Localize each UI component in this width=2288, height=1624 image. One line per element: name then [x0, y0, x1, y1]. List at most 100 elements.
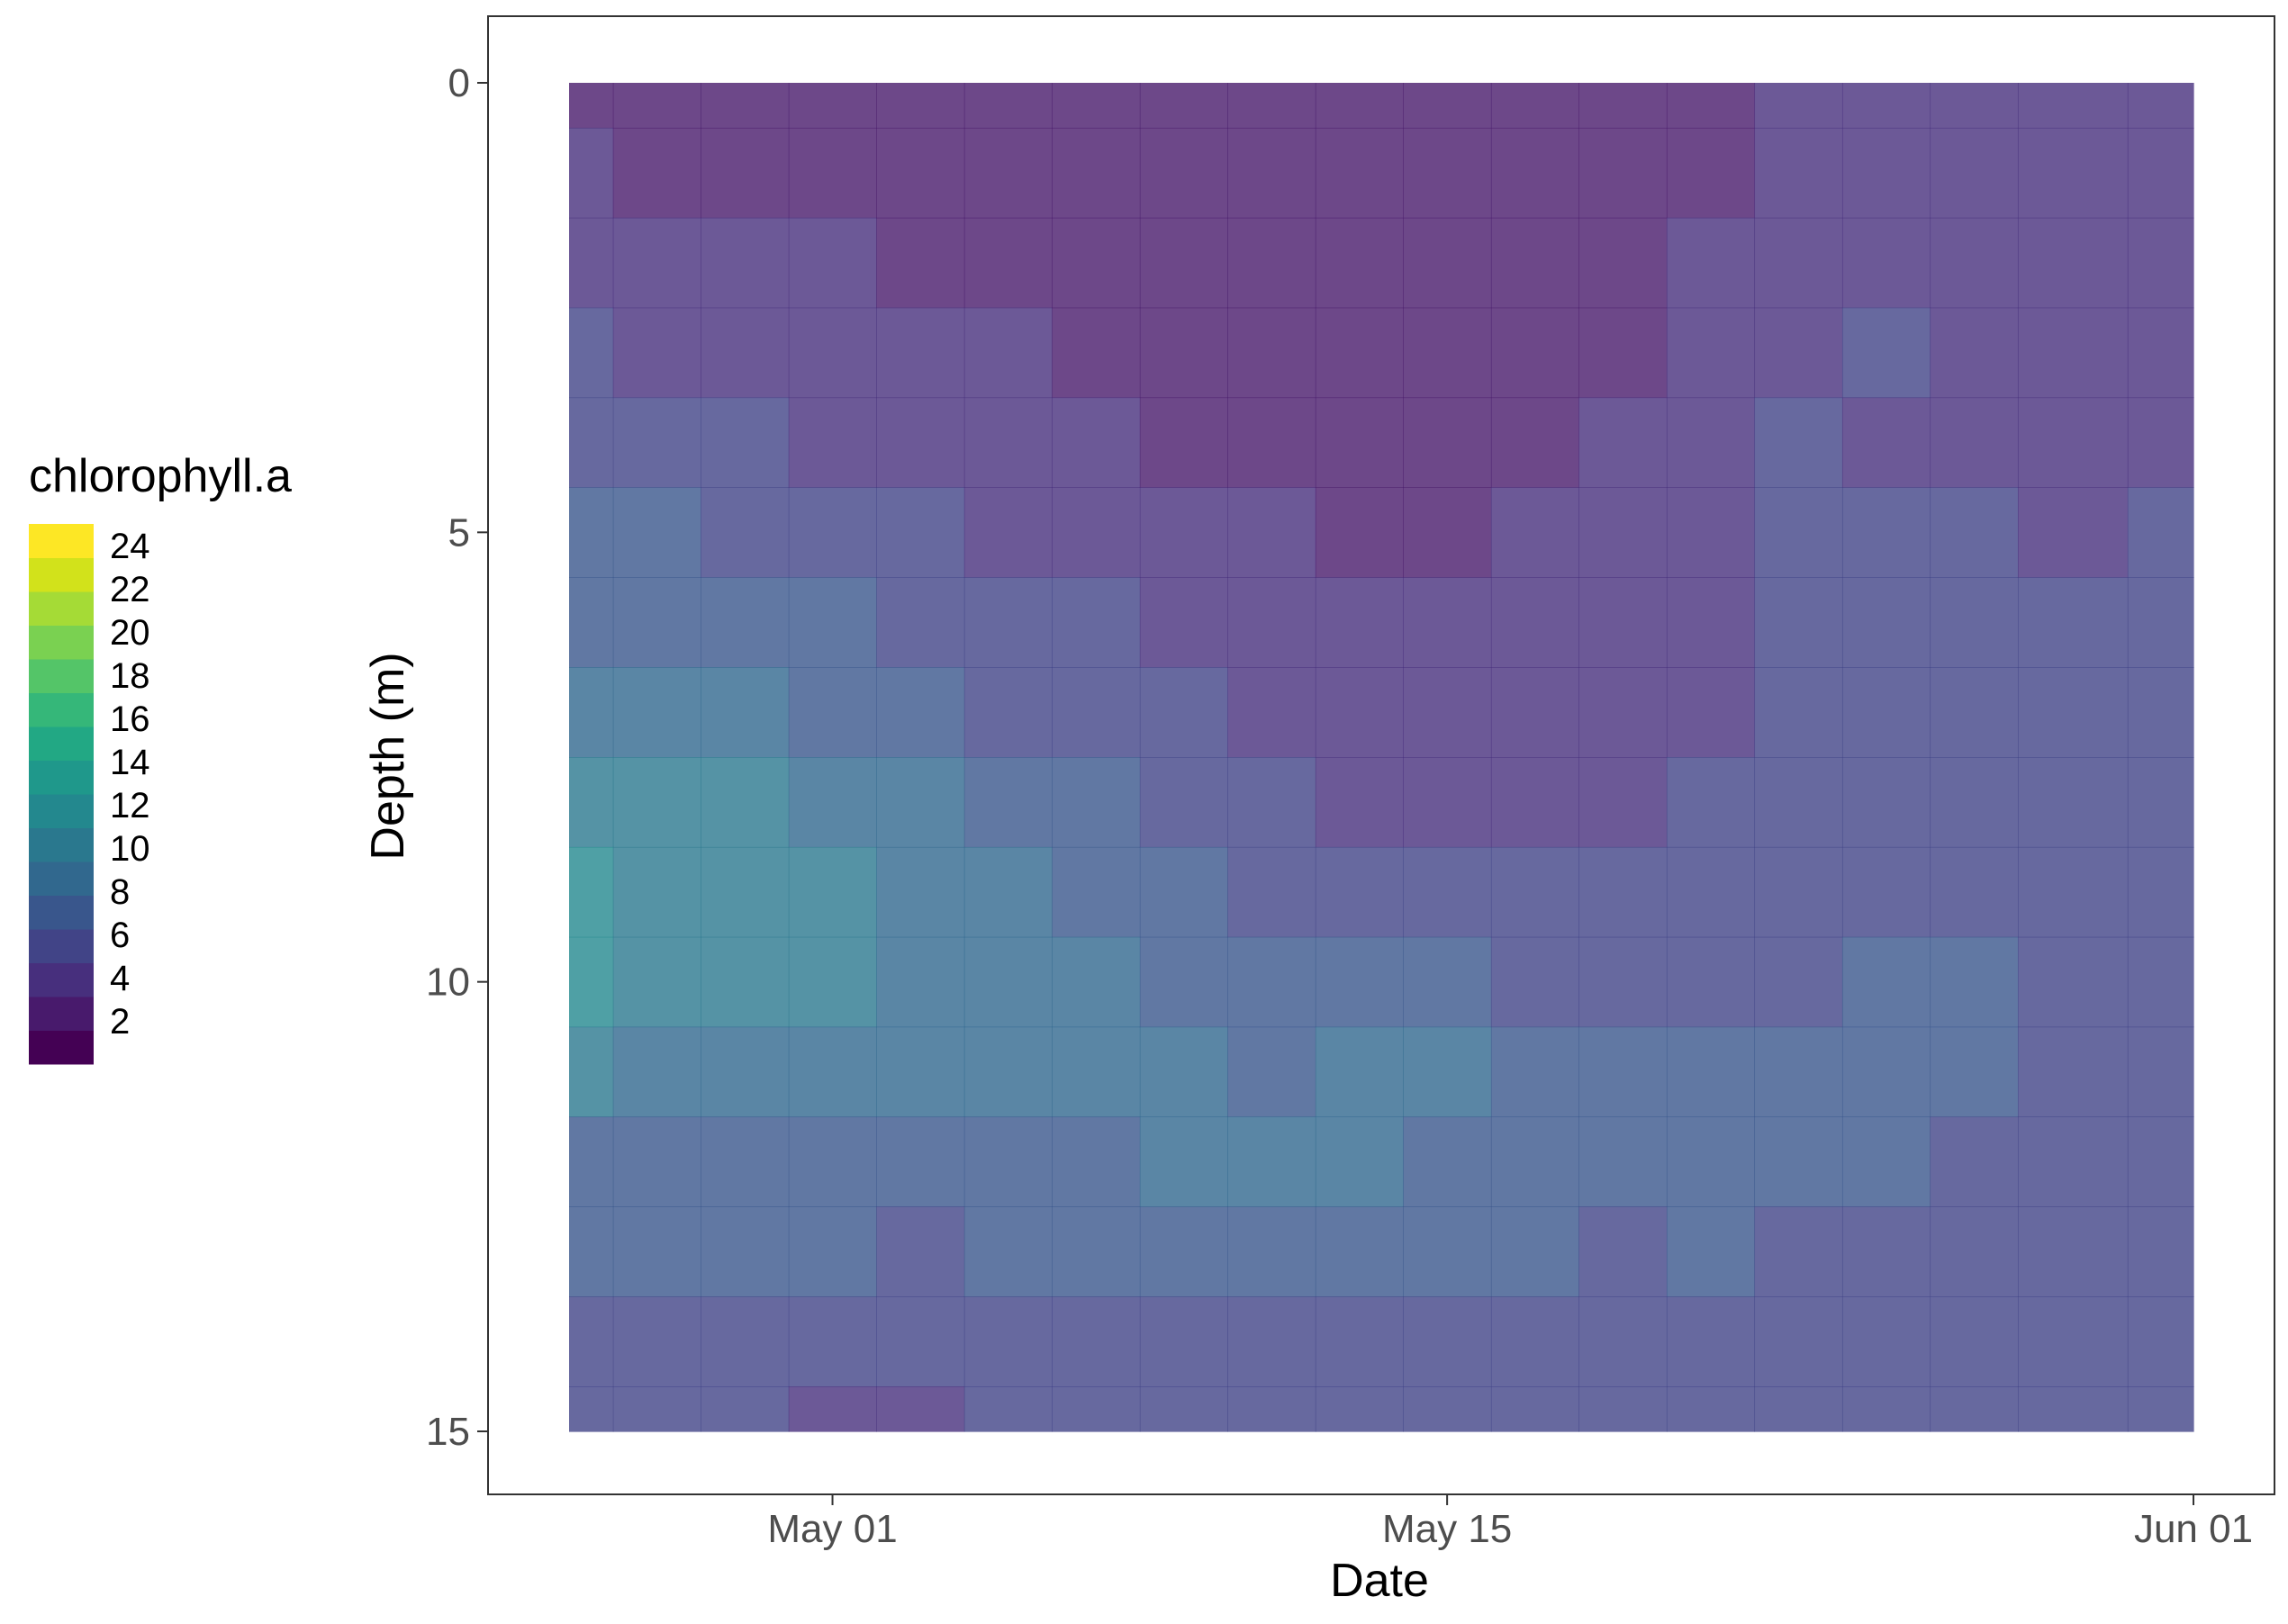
contour-cell	[1930, 846, 2019, 938]
contour-cell	[1754, 1116, 1843, 1207]
contour-cell	[2017, 1386, 2129, 1432]
contour-cell	[963, 127, 1053, 219]
contour-cell	[1490, 846, 1579, 938]
contour-cell	[1754, 307, 1843, 399]
contour-cell	[1315, 217, 1404, 309]
x-axis-title: Date	[1330, 1555, 1429, 1607]
contour-cell	[2127, 217, 2194, 309]
contour-cell	[569, 757, 614, 848]
contour-cell	[1578, 846, 1668, 938]
legend-swatch	[29, 997, 94, 1031]
contour-cell	[1666, 667, 1756, 758]
contour-cell	[963, 217, 1053, 309]
contour-cell	[1315, 846, 1404, 938]
contour-cell	[1578, 83, 1668, 129]
contour-cell	[1754, 1296, 1843, 1387]
contour-cell	[569, 217, 614, 309]
contour-cell	[2017, 1206, 2129, 1297]
contour-cell	[963, 667, 1053, 758]
legend-swatch	[29, 659, 94, 693]
contour-cell	[788, 1026, 877, 1118]
contour-cell	[876, 1296, 965, 1387]
contour-cell	[701, 487, 790, 578]
contour-cell	[612, 936, 701, 1028]
contour-cell	[1841, 397, 1931, 488]
contour-cell	[1841, 577, 1931, 668]
contour-cell	[569, 1296, 614, 1387]
x-axis: May 01 May 15 Jun 01	[767, 1494, 2253, 1551]
contour-cell	[612, 217, 701, 309]
contour-cell	[2017, 127, 2129, 219]
contour-cell	[1403, 397, 1492, 488]
contour-cell	[1490, 487, 1579, 578]
contour-cell	[701, 217, 790, 309]
contour-cell	[876, 127, 965, 219]
contour-cell	[1403, 846, 1492, 938]
contour-cell	[1841, 936, 1931, 1028]
contour-cell	[612, 1026, 701, 1118]
contour-cell	[2127, 936, 2194, 1028]
contour-cell	[1403, 1296, 1492, 1387]
legend-label: 18	[110, 656, 150, 696]
contour-cell	[1841, 757, 1931, 848]
contour-cell	[1841, 1296, 1931, 1387]
legend-label: 12	[110, 786, 150, 826]
contour-cell	[963, 846, 1053, 938]
contour-cell	[1227, 577, 1316, 668]
contour-cell	[1139, 1296, 1228, 1387]
contour-cell	[963, 1206, 1053, 1297]
legend-swatch	[29, 929, 94, 963]
contour-cell	[1315, 1206, 1404, 1297]
contour-cell	[2017, 757, 2129, 848]
contour-cell	[1227, 936, 1316, 1028]
y-tick-label: 10	[426, 961, 470, 1005]
contour-cell	[788, 487, 877, 578]
contour-cell	[1403, 757, 1492, 848]
contour-cell	[1930, 1206, 2019, 1297]
contour-cell	[1666, 577, 1756, 668]
x-tick-label: Jun 01	[2134, 1507, 2253, 1551]
plot-border	[487, 15, 2275, 1495]
contour-cell	[1227, 667, 1316, 758]
y-tick-label: 0	[448, 61, 470, 105]
contour-cell	[1227, 757, 1316, 848]
contour-cell	[963, 1386, 1053, 1432]
contour-cell	[788, 577, 877, 668]
contour-cell	[1930, 1386, 2019, 1432]
contour-cell	[1754, 127, 1843, 219]
contour-cell	[963, 936, 1053, 1028]
contour-cell	[2017, 83, 2129, 129]
contour-cell	[612, 1116, 701, 1207]
contour-cell	[1578, 487, 1668, 578]
contour-cell	[1666, 487, 1756, 578]
contour-cell	[701, 936, 790, 1028]
contour-cell	[1052, 1206, 1141, 1297]
contour-cell	[1578, 127, 1668, 219]
contour-cell	[1052, 487, 1141, 578]
legend-swatch	[29, 524, 94, 558]
contour-cell	[788, 307, 877, 399]
contour-cell	[876, 83, 965, 129]
contour-cell	[1666, 1386, 1756, 1432]
contour-cell	[876, 667, 965, 758]
contour-cell	[2127, 667, 2194, 758]
contour-cell	[1666, 757, 1756, 848]
contour-cell	[1754, 1206, 1843, 1297]
contour-cell	[1930, 757, 2019, 848]
contour-cell	[2127, 127, 2194, 219]
contour-cell	[2017, 397, 2129, 488]
contour-cell	[1315, 307, 1404, 399]
contour-cell	[701, 1116, 790, 1207]
contour-cell	[1315, 1026, 1404, 1118]
contour-cell	[788, 397, 877, 488]
contour-cell	[1227, 217, 1316, 309]
contour-cell	[1930, 307, 2019, 399]
contour-cell	[1841, 1116, 1931, 1207]
contour-cell	[963, 1296, 1053, 1387]
x-tick-label: May 01	[767, 1507, 897, 1551]
contour-cell	[1930, 1116, 2019, 1207]
contour-cell	[1754, 846, 1843, 938]
contour-cell	[569, 1116, 614, 1207]
contour-cell	[569, 1386, 614, 1432]
legend-label: 22	[110, 570, 150, 609]
